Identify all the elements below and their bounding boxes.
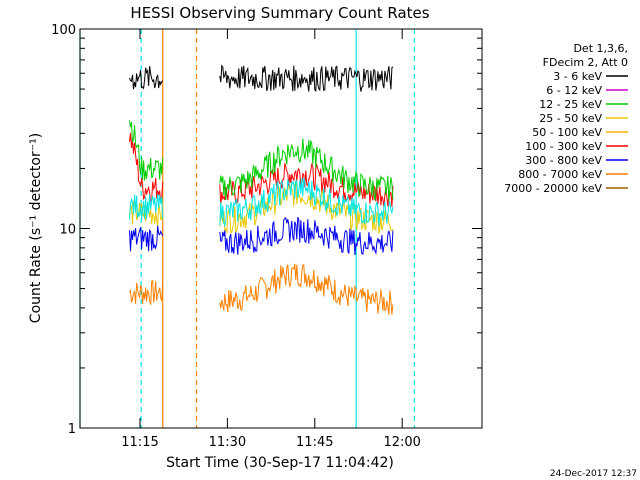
- legend-entry-label: 12 - 25 keV: [539, 98, 602, 111]
- chart-title: HESSI Observing Summary Count Rates: [130, 4, 429, 22]
- plot-area: [79, 29, 416, 428]
- series-line: [219, 138, 394, 202]
- series-line: [219, 177, 394, 228]
- legend-entry-label: 3 - 6 keV: [553, 70, 602, 83]
- axes: 1 10 100 11:15 11:30 11:45 12:00: [51, 23, 483, 450]
- y-axis-label: Count Rate (s⁻¹ detector⁻¹): [28, 133, 44, 323]
- series-line: [129, 66, 164, 90]
- legend-entry-label: 300 - 800 keV: [525, 154, 602, 167]
- x-tick-label: 12:00: [383, 435, 420, 450]
- legend-header: Det 1,3,6,: [573, 42, 628, 55]
- legend-entry-label: 25 - 50 keV: [539, 112, 602, 125]
- y-tick-label: 1: [68, 422, 76, 437]
- series-line: [129, 120, 164, 181]
- y-tick-label: 10: [59, 223, 76, 238]
- series-line: [129, 132, 164, 203]
- legend-entry-label: 7000 - 20000 keV: [504, 182, 602, 195]
- series-line: [219, 64, 394, 93]
- x-tick-label: 11:45: [296, 435, 333, 450]
- series-line: [129, 225, 164, 252]
- x-axis-label: Start Time (30-Sep-17 11:04:42): [166, 455, 394, 471]
- legend-header: FDecim 2, Att 0: [543, 56, 628, 69]
- legend-entry-label: 6 - 12 keV: [546, 84, 602, 97]
- series-line: [129, 279, 164, 305]
- y-tick-label: 100: [51, 23, 76, 38]
- x-tick-label: 11:30: [209, 435, 246, 450]
- footer-date: 24-Dec-2017 12:37: [550, 469, 637, 479]
- x-tick-label: 11:15: [121, 435, 158, 450]
- legend-entry-label: 50 - 100 keV: [532, 126, 602, 139]
- series-line: [219, 181, 394, 234]
- series-line: [129, 193, 164, 220]
- series-line: [219, 216, 394, 256]
- legend-entry-label: 100 - 300 keV: [525, 140, 602, 153]
- series-line: [219, 263, 394, 315]
- legend-entry-label: 800 - 7000 keV: [518, 168, 602, 181]
